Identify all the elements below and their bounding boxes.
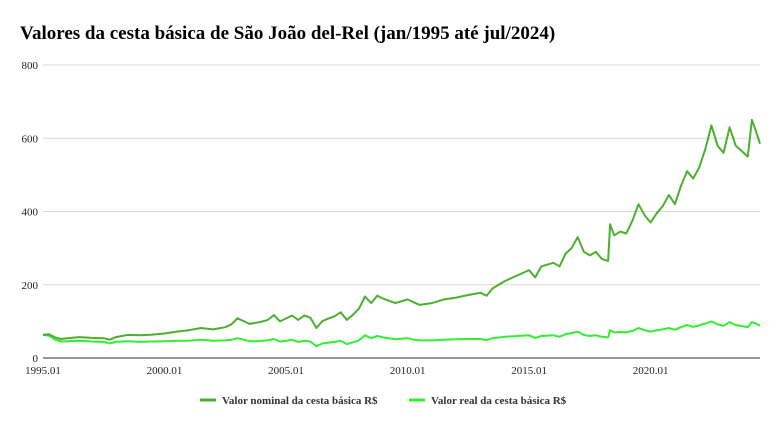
legend: Valor nominal da cesta básica R$ Valor re… (200, 395, 567, 407)
chart-title: Valores da cesta básica de São João del-… (20, 23, 555, 44)
x-tick-label: 2005.01 (268, 365, 304, 377)
x-tick-label: 2010.01 (390, 365, 426, 377)
y-tick-label: 400 (22, 207, 39, 219)
x-tick-label: 2000.01 (147, 365, 183, 377)
x-tick-label: 1995.01 (25, 365, 61, 377)
gridlines (43, 64, 760, 286)
x-tick-label: 2015.01 (511, 365, 547, 377)
y-axis-ticks: 0 200 400 600 800 (22, 60, 39, 365)
y-tick-label: 600 (22, 133, 39, 145)
legend-label: Valor nominal da cesta básica R$ (222, 395, 378, 407)
legend-label: Valor real da cesta básica R$ (431, 395, 567, 407)
series-line-0 (42, 118, 761, 341)
y-tick-label: 200 (22, 280, 39, 292)
y-tick-label: 800 (22, 60, 39, 72)
x-tick-label: 2020.01 (633, 365, 669, 377)
series-line-1 (42, 320, 761, 348)
y-tick-label: 0 (33, 353, 39, 365)
x-axis-ticks: 1995.01 2000.01 2005.01 2010.01 2015.01 2020.… (25, 365, 668, 377)
series-lines (42, 118, 761, 348)
